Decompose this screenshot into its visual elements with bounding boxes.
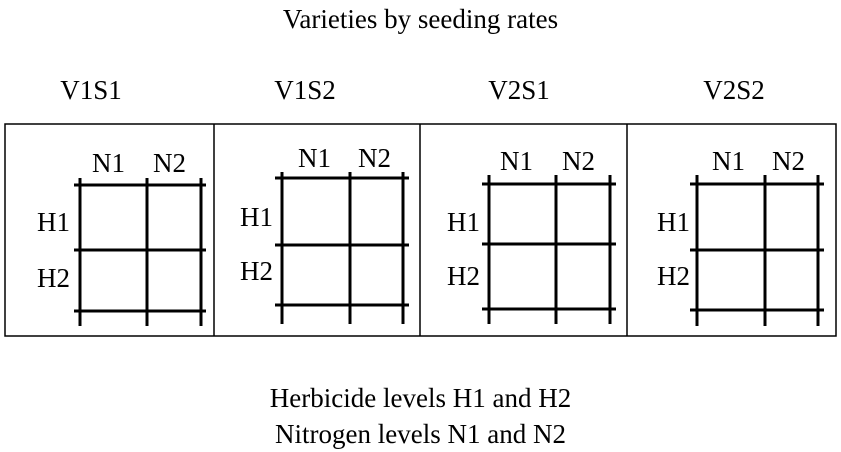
caption-nitrogen: Nitrogen levels N1 and N2	[275, 419, 566, 449]
h1-label: H1	[37, 207, 70, 237]
panel-label-v2s1: V2S1	[488, 75, 550, 105]
n2-label: N2	[562, 146, 595, 176]
panel-label-v1s1: V1S1	[60, 75, 122, 105]
panel-v1s1: N1 N2 H1 H2	[37, 148, 206, 326]
n1-label: N1	[298, 143, 331, 173]
panel-label-v1s2: V1S2	[274, 75, 336, 105]
n2-label: N2	[153, 148, 186, 178]
n1-label: N1	[500, 146, 533, 176]
panel-v2s2: N1 N2 H1 H2	[657, 146, 824, 326]
panel-v1s2: N1 N2 H1 H2	[240, 143, 409, 324]
h1-label: H1	[657, 207, 690, 237]
n2-label: N2	[358, 143, 391, 173]
h2-label: H2	[37, 263, 70, 293]
diagram-title: Varieties by seeding rates	[282, 4, 559, 34]
panel-label-v2s2: V2S2	[703, 75, 765, 105]
n2-label: N2	[772, 146, 805, 176]
h1-label: H1	[240, 202, 273, 232]
caption-herbicide: Herbicide levels H1 and H2	[269, 383, 572, 413]
n1-label: N1	[92, 148, 125, 178]
h1-label: H1	[447, 207, 480, 237]
h2-label: H2	[240, 256, 273, 286]
n1-label: N1	[712, 146, 745, 176]
panel-v2s1: N1 N2 H1 H2	[447, 146, 616, 324]
h2-label: H2	[447, 261, 480, 291]
h2-label: H2	[657, 261, 690, 291]
